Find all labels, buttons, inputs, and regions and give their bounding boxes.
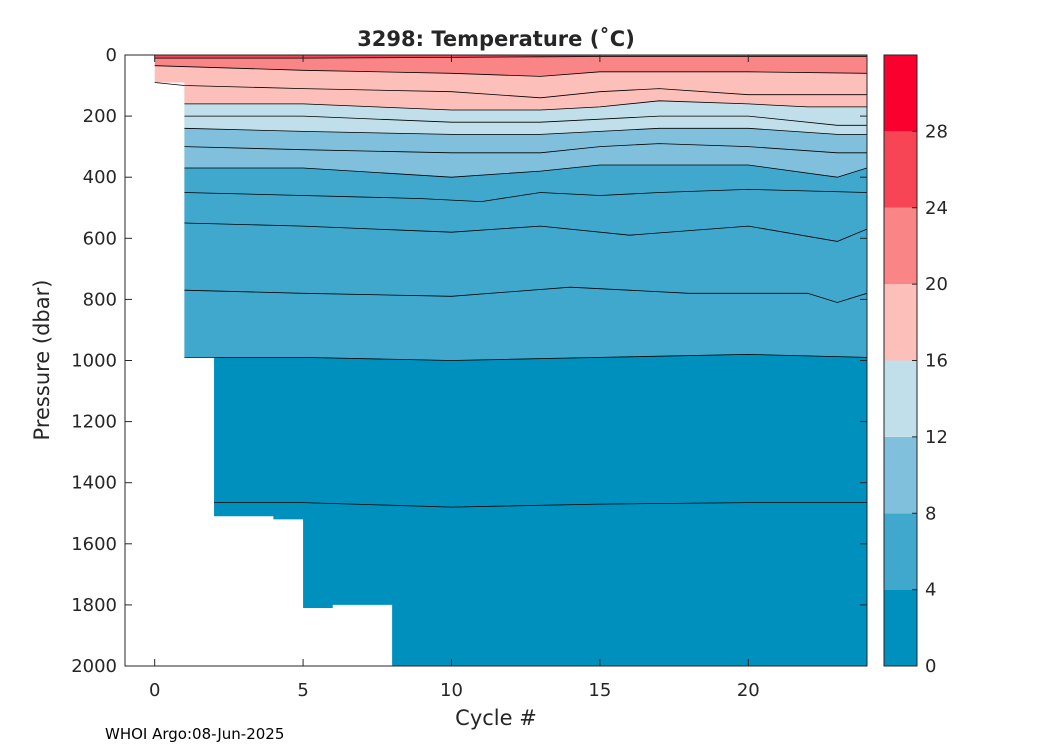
colorbar-segment [884, 360, 917, 437]
colorbar-tick-label: 24 [925, 198, 948, 219]
y-tick-label: 2000 [71, 656, 117, 677]
colorbar-tick-label: 12 [925, 427, 948, 448]
colorbar-segment [884, 55, 917, 132]
y-tick-label: 200 [83, 106, 117, 127]
band-fill-above-20 [154, 55, 867, 77]
colorbar-segment [884, 284, 917, 361]
colorbar-segment [884, 207, 917, 285]
colorbar-tick-label: 16 [925, 351, 948, 372]
x-axis-label: Cycle # [455, 706, 537, 730]
no-data-region [125, 55, 393, 666]
colorbar-segment [884, 589, 917, 666]
y-axis-label: Pressure (dbar) [30, 280, 54, 441]
colorbar-tick-label: 28 [925, 121, 948, 142]
y-tick-label: 0 [106, 45, 117, 66]
isotherm-16 [184, 100, 867, 111]
isotherm-5 [184, 286, 867, 303]
colorbar-segment [884, 513, 917, 590]
x-tick-label: 0 [149, 680, 160, 701]
y-axis-ticks: 0 200 400 600 800 1000 1200 1400 1600 1800 2000 [71, 45, 867, 677]
y-tick-label: 600 [83, 228, 117, 249]
isotherm-12 [184, 127, 867, 135]
band-fill-above-24 [154, 55, 867, 59]
colorbar-tick-label: 20 [925, 274, 948, 295]
isotherm-7 [184, 188, 867, 203]
x-tick-label: 20 [737, 680, 760, 701]
chart-title: 3298: Temperature (˚C) [357, 27, 635, 51]
isotherm-10 [184, 143, 867, 154]
colorbar: 0 4 8 12 16 20 24 28 [883, 54, 948, 677]
colorbar-tick-label: 0 [925, 656, 936, 677]
isotherm-6 [184, 222, 867, 242]
isotherm-8 [184, 164, 867, 178]
y-tick-label: 1000 [71, 351, 117, 372]
x-tick-label: 15 [588, 680, 611, 701]
colorbar-tick-label: 4 [925, 580, 936, 601]
y-tick-label: 400 [83, 167, 117, 188]
y-tick-label: 1800 [71, 595, 117, 616]
colorbar-segment [884, 131, 917, 208]
y-tick-label: 1200 [71, 412, 117, 433]
y-tick-label: 800 [83, 289, 117, 310]
y-tick-label: 1600 [71, 534, 117, 555]
footer-credit: WHOI Argo:08-Jun-2025 [105, 725, 285, 743]
x-axis-ticks: 0 5 10 15 20 [149, 55, 760, 701]
isotherm-4 [184, 353, 867, 361]
isotherm-contours [154, 56, 867, 508]
colorbar-tick-label: 8 [925, 503, 936, 524]
colorbar-segment [884, 436, 917, 514]
no-data-mask [125, 55, 393, 666]
x-tick-label: 5 [297, 680, 308, 701]
y-tick-label: 1400 [71, 473, 117, 494]
isotherm-14 [184, 115, 867, 126]
isotherm-18 [154, 82, 867, 99]
x-tick-label: 10 [440, 680, 463, 701]
isotherm-3 [214, 502, 867, 508]
isotherm-20 [154, 65, 867, 77]
